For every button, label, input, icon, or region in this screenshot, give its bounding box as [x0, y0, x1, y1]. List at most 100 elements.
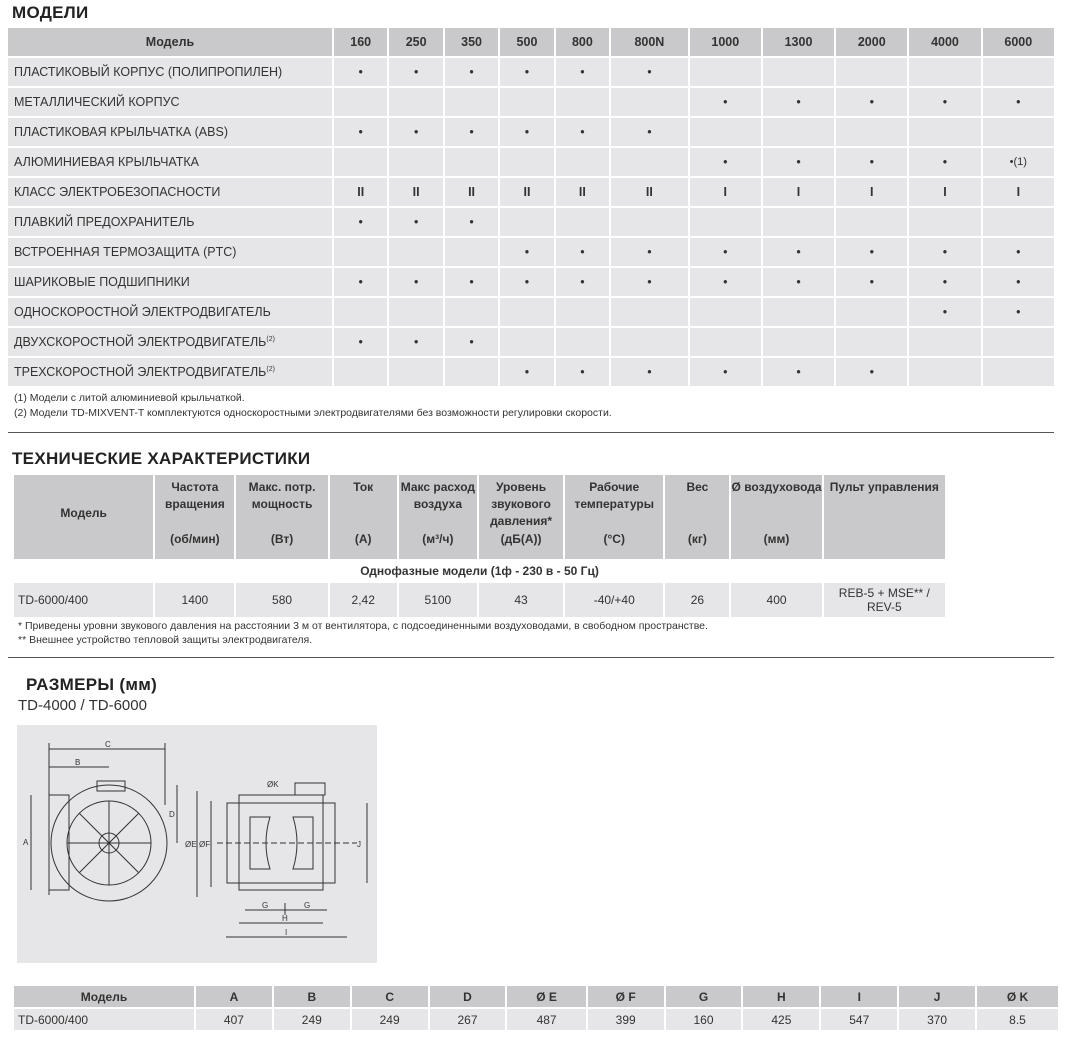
feature-mark: •: [689, 268, 761, 296]
footnote-ref: (2): [266, 365, 275, 373]
feature-mark: •: [982, 238, 1054, 266]
tech-cell: 5100: [398, 583, 477, 617]
tech-title: ТЕХНИЧЕСКИЕ ХАРАКТЕРИСТИКИ: [12, 449, 311, 468]
feature-mark: •: [389, 58, 443, 86]
header-model: 250: [389, 28, 443, 56]
feature-mark: •: [762, 148, 835, 176]
header-name: Макс расход воздуха: [400, 480, 476, 511]
feature-mark: [762, 118, 835, 146]
feature-mark: •: [611, 118, 688, 146]
dims-header: Ø E: [507, 986, 586, 1007]
tech-header: Ток (А): [329, 475, 397, 559]
feature-mark: [389, 148, 443, 176]
header-unit: (об/мин): [170, 532, 220, 546]
tech-cell: -40/+40: [565, 583, 664, 617]
feature-mark: [689, 208, 761, 236]
feature-mark: [444, 358, 499, 386]
feature-row: ШАРИКОВЫЕ ПОДШИПНИКИ • • • • • • • • • • •: [8, 268, 1054, 296]
feature-mark: •: [444, 268, 499, 296]
feature-mark: [334, 358, 388, 386]
label-j: J: [357, 840, 361, 849]
feature-mark: •: [334, 268, 388, 296]
footnote-ref: (2): [266, 335, 275, 343]
header-unit: (м³/ч): [422, 532, 454, 546]
feature-label-text: ДВУХСКОРОСТНОЙ ЭЛЕКТРОДВИГАТЕЛЬ: [14, 335, 267, 349]
tech-cell: REB-5 + MSE** / REV-5: [823, 583, 945, 617]
models-title: МОДЕЛИ: [12, 3, 89, 22]
tech-cell: 2,42: [329, 583, 397, 617]
header-name: Частота вращения: [164, 480, 225, 511]
models-table: Модель 160 250 350 500 800 800N 1000 1300 2000 400…: [6, 26, 1056, 388]
dims-cell: 425: [743, 1009, 820, 1030]
models-footnote-1: (1) Модели с литой алюминиевой крыльчатк…: [14, 392, 245, 404]
header-model: 160: [334, 28, 388, 56]
header-name: Модель: [60, 506, 107, 520]
feature-mark: [389, 358, 443, 386]
feature-mark: II: [444, 178, 499, 206]
feature-mark: [909, 208, 981, 236]
feature-mark: •: [762, 88, 835, 116]
feature-row: ТРЕХСКОРОСТНОЙ ЭЛЕКТРОДВИГАТЕЛЬ(2) • • • • • •: [8, 358, 1054, 386]
feature-mark: •: [909, 298, 981, 326]
feature-mark: [909, 118, 981, 146]
header-name: Макс. потр. мощность: [248, 480, 316, 511]
feature-mark: •: [389, 208, 443, 236]
dims-cell: 267: [429, 1009, 506, 1030]
feature-mark: [689, 118, 761, 146]
header-unit: (кг): [687, 532, 707, 546]
feature-mark: [909, 358, 981, 386]
label-i: I: [285, 928, 287, 937]
feature-mark: •: [389, 328, 443, 356]
feature-mark: [500, 88, 554, 116]
header-model-label: Модель: [8, 28, 332, 56]
dims-cell: 8.5: [977, 1009, 1058, 1030]
label-b: B: [75, 758, 80, 767]
feature-mark: •: [836, 358, 908, 386]
tech-header: Частота вращения (об/мин): [155, 475, 235, 559]
tech-cell: TD-6000/400: [14, 583, 154, 617]
feature-mark: •: [982, 88, 1054, 116]
header-name: Ток: [353, 480, 374, 494]
feature-mark: [982, 58, 1054, 86]
feature-label: АЛЮМИНИЕВАЯ КРЫЛЬЧАТКА: [8, 148, 332, 176]
feature-label: ДВУХСКОРОСТНОЙ ЭЛЕКТРОДВИГАТЕЛЬ(2): [8, 328, 332, 356]
header-model: 500: [500, 28, 554, 56]
header-unit: (°C): [603, 532, 625, 546]
feature-mark: [389, 88, 443, 116]
feature-label: КЛАСС ЭЛЕКТРОБЕЗОПАСНОСТИ: [8, 178, 332, 206]
header-model: 4000: [909, 28, 981, 56]
feature-mark: •: [689, 88, 761, 116]
feature-mark: •: [334, 328, 388, 356]
feature-mark: •: [909, 238, 981, 266]
feature-mark: [836, 208, 908, 236]
tech-cell: 26: [665, 583, 730, 617]
label-c: C: [105, 740, 111, 749]
feature-mark: •: [611, 58, 688, 86]
dims-cell: 487: [507, 1009, 586, 1030]
feature-mark: II: [611, 178, 688, 206]
feature-mark: •: [909, 148, 981, 176]
feature-mark: [555, 298, 610, 326]
tech-data-row: TD-6000/400 1400 580 2,42 5100 43 -40/+40 26 400…: [14, 583, 945, 617]
feature-mark: [689, 58, 761, 86]
dims-header: C: [351, 986, 428, 1007]
divider: [8, 657, 1054, 658]
feature-mark: •: [500, 238, 554, 266]
feature-mark: [334, 88, 388, 116]
header-model: 350: [444, 28, 499, 56]
feature-mark: •: [334, 58, 388, 86]
feature-mark: [444, 148, 499, 176]
feature-mark: •: [334, 118, 388, 146]
feature-row: ПЛАВКИЙ ПРЕДОХРАНИТЕЛЬ • • •: [8, 208, 1054, 236]
dims-header: I: [821, 986, 898, 1007]
feature-mark: [500, 148, 554, 176]
feature-mark: •: [555, 118, 610, 146]
dims-header: G: [665, 986, 742, 1007]
feature-mark: •: [909, 88, 981, 116]
feature-label: ПЛАВКИЙ ПРЕДОХРАНИТЕЛЬ: [8, 208, 332, 236]
models-header-row: Модель 160 250 350 500 800 800N 1000 1300 2000 400…: [8, 28, 1054, 56]
feature-mark: •: [389, 118, 443, 146]
feature-mark: [389, 238, 443, 266]
dims-cell: 249: [273, 1009, 350, 1030]
feature-mark: [689, 328, 761, 356]
